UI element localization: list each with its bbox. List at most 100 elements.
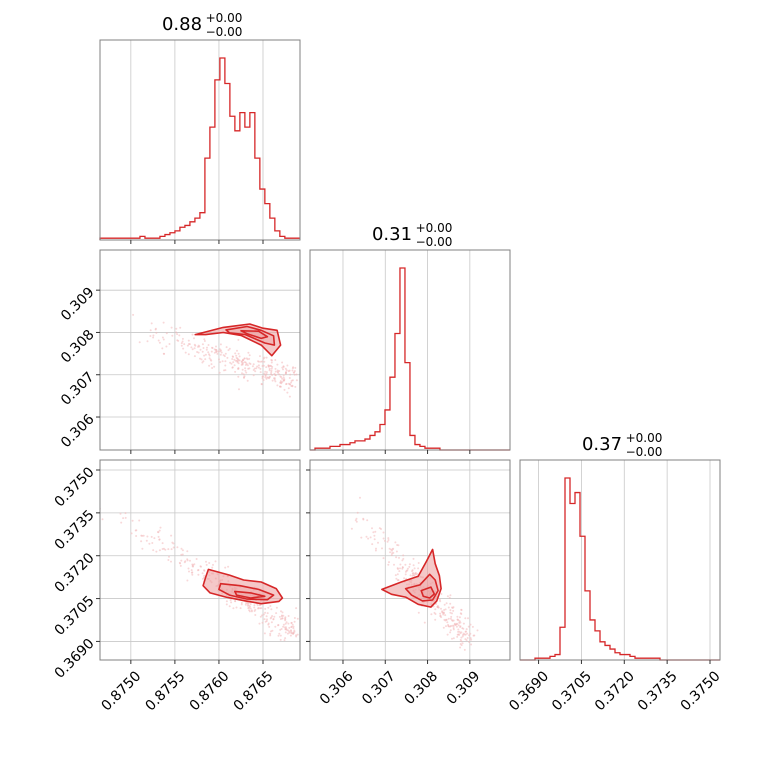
sample-point <box>395 556 398 559</box>
sample-point <box>440 593 443 595</box>
sample-point <box>265 620 268 622</box>
sample-point <box>462 632 465 635</box>
sample-point <box>276 384 279 387</box>
sample-point <box>289 383 292 386</box>
y-tick-label: 0.307 <box>58 369 98 409</box>
sample-point <box>253 604 256 607</box>
sample-point <box>167 559 170 561</box>
sample-point <box>445 618 448 621</box>
sample-point <box>446 595 449 598</box>
sample-point <box>201 572 204 575</box>
sample-point <box>208 364 211 367</box>
sample-point <box>234 370 237 373</box>
sample-point <box>387 563 390 566</box>
sample-point <box>243 357 246 360</box>
sample-point <box>257 366 260 369</box>
sample-point <box>460 609 463 611</box>
sample-point <box>382 557 385 560</box>
sample-point <box>356 511 359 514</box>
sample-point <box>447 606 450 609</box>
sample-point <box>268 369 271 372</box>
sample-point <box>285 382 288 385</box>
sample-point <box>164 548 167 551</box>
density-panel-1_2 <box>309 459 511 661</box>
sample-point <box>451 624 454 627</box>
sample-point <box>378 527 381 530</box>
sample-point <box>457 624 460 627</box>
sample-point <box>290 622 293 624</box>
y-tick-label: 0.3720 <box>52 550 98 596</box>
sample-point <box>260 383 263 386</box>
sample-point <box>274 367 277 370</box>
density-frame <box>99 249 301 451</box>
sample-point <box>437 606 440 609</box>
sample-point <box>453 623 456 626</box>
sample-point <box>124 512 127 515</box>
sample-point <box>195 558 198 560</box>
sample-point <box>396 579 399 582</box>
sample-point <box>184 351 187 354</box>
sample-point <box>203 338 206 341</box>
sample-point <box>279 380 282 383</box>
hist-panel-1: 0.31 +0.00−0.00 <box>309 221 511 451</box>
sample-point <box>469 637 472 640</box>
sample-point <box>186 550 189 553</box>
sample-point <box>261 377 264 380</box>
sample-point <box>460 613 463 615</box>
sample-point <box>268 364 271 367</box>
sample-point <box>180 553 183 556</box>
sample-point <box>215 345 217 348</box>
param-title-plus-0: +0.00 <box>206 11 243 25</box>
sample-point <box>373 538 376 541</box>
sample-point <box>276 363 279 366</box>
sample-point <box>449 631 452 634</box>
sample-point <box>286 364 289 367</box>
sample-point <box>269 605 272 607</box>
sample-point <box>457 628 460 631</box>
hist-frame <box>519 459 721 661</box>
sample-point <box>439 612 442 615</box>
sample-point <box>280 628 283 630</box>
sample-point <box>146 535 149 538</box>
sample-point <box>283 626 286 629</box>
sample-point <box>469 623 472 626</box>
sample-point <box>230 362 233 365</box>
sample-point <box>285 621 288 624</box>
sample-point <box>171 541 174 544</box>
sample-point <box>470 643 473 646</box>
sample-point <box>259 355 261 358</box>
sample-point <box>170 560 172 563</box>
sample-point <box>265 366 268 369</box>
sample-point <box>203 354 206 357</box>
sample-point <box>236 361 239 364</box>
sample-point <box>186 344 189 347</box>
sample-point <box>278 373 281 376</box>
sample-point <box>142 534 145 537</box>
sample-point <box>242 373 245 376</box>
sample-point <box>412 572 415 575</box>
sample-point <box>292 366 295 369</box>
sample-point <box>388 561 390 564</box>
sample-point <box>201 343 204 346</box>
sample-point <box>402 557 405 560</box>
sample-point <box>273 377 275 380</box>
sample-point <box>231 358 234 360</box>
sample-point <box>350 527 353 530</box>
sample-point <box>365 535 368 538</box>
sample-point <box>151 542 154 544</box>
sample-point <box>417 611 420 614</box>
sample-point <box>452 628 455 631</box>
sample-point <box>157 531 159 533</box>
sample-point <box>243 376 245 379</box>
sample-point <box>462 622 465 625</box>
sample-point <box>290 631 293 634</box>
sample-point <box>153 537 156 540</box>
sample-point <box>202 577 204 580</box>
sample-point <box>293 617 296 619</box>
sample-point <box>256 604 259 607</box>
sample-point <box>273 615 276 618</box>
sample-point <box>120 521 123 524</box>
sample-point <box>408 563 411 566</box>
sample-point <box>240 363 243 366</box>
sample-point <box>175 327 178 330</box>
